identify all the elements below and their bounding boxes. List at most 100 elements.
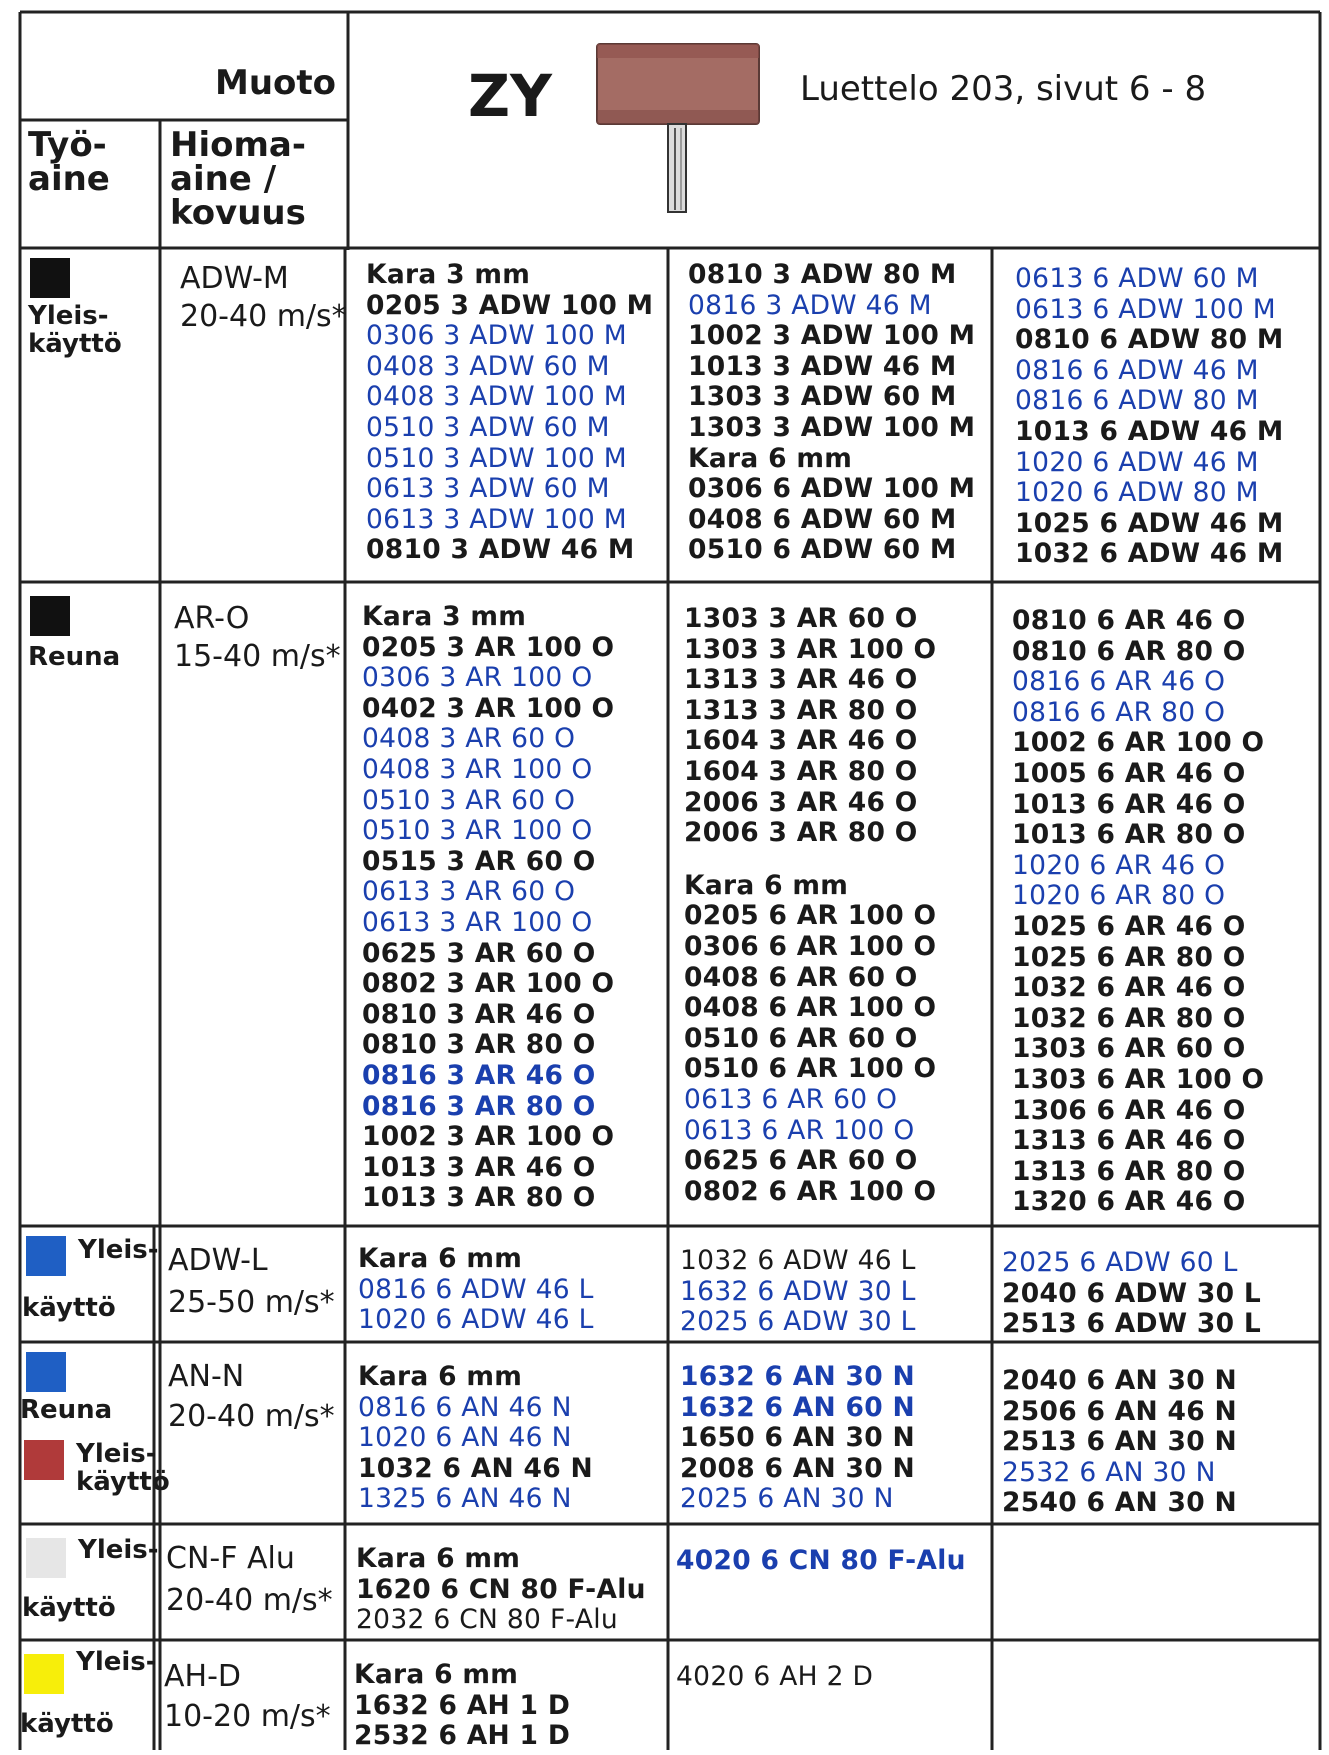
product-code: 0816 6 ADW 46 L (358, 1273, 594, 1305)
product-code: 1002 3 ADW 100 M (688, 320, 976, 352)
spindle-size-heading: Kara 3 mm (366, 259, 531, 290)
product-code: 0408 6 ADW 60 M (688, 503, 957, 535)
product-code: 1013 6 AR 80 O (1012, 819, 1246, 851)
row1-col1: Kara 3 mm 0205 3 ADW 100 M 0306 3 ADW 100 … (366, 259, 654, 566)
product-code: 1025 6 AR 80 O (1012, 941, 1246, 973)
product-code: 2540 6 AN 30 N (1002, 1487, 1238, 1519)
black-swatch (30, 596, 70, 636)
product-code: 1013 3 AR 46 O (362, 1151, 596, 1183)
product-code: 0816 3 ADW 46 M (688, 289, 932, 321)
product-code: 0816 6 ADW 46 M (1015, 354, 1259, 386)
product-code: 0408 3 ADW 100 M (366, 381, 627, 413)
product-code: 1013 3 AR 80 O (362, 1182, 596, 1214)
product-code: 0802 3 AR 100 O (362, 968, 615, 1000)
speed-row4: 20-40 m/s* (168, 1399, 335, 1434)
product-code: 1313 3 AR 46 O (684, 664, 918, 696)
product-code: 1303 6 AR 100 O (1012, 1063, 1265, 1095)
product-code: 1025 6 AR 46 O (1012, 910, 1246, 942)
product-code: 1303 3 AR 60 O (684, 603, 918, 634)
row5-col2: 4020 6 CN 80 F-Alu (676, 1545, 966, 1577)
workpiece-row1: Yleis- käyttö (28, 301, 122, 359)
product-code: 0810 3 ADW 46 M (366, 534, 635, 566)
product-code: 2006 3 AR 46 O (684, 786, 918, 818)
product-code: 1032 6 ADW 46 M (1015, 538, 1284, 570)
product-code: 0205 3 ADW 100 M (366, 289, 654, 321)
product-code: 0510 3 AR 100 O (362, 815, 593, 847)
workpiece-row5-bottom: käyttö (22, 1593, 116, 1623)
product-code: 0205 6 AR 100 O (684, 900, 937, 932)
abrasive-row6: AH-D (164, 1659, 242, 1694)
row6-col1: Kara 6 mm 1632 6 AH 1 D 2532 6 AH 1 D (354, 1659, 570, 1752)
speed-row6: 10-20 m/s* (164, 1699, 331, 1734)
speed-row5: 20-40 m/s* (166, 1583, 333, 1618)
product-code: 1020 6 AR 80 O (1012, 880, 1226, 912)
product-code: 1002 6 AR 100 O (1012, 727, 1265, 759)
product-code: 1320 6 AR 46 O (1012, 1186, 1246, 1218)
spindle-size-heading: Kara 3 mm (362, 601, 527, 632)
mounted-point-illustration (596, 43, 760, 213)
blue-swatch (26, 1352, 66, 1392)
product-code: 1032 6 AR 80 O (1012, 1002, 1246, 1034)
workpiece-row3-bottom: käyttö (22, 1293, 116, 1323)
row1-col3: 0613 6 ADW 60 M 0613 6 ADW 100 M 0810 6 AD… (1015, 263, 1284, 570)
product-code: 1313 6 AR 80 O (1012, 1155, 1246, 1187)
workpiece-row4-b: Yleis- käyttö (76, 1439, 170, 1497)
product-code: 1632 6 ADW 30 L (680, 1275, 916, 1307)
workpiece-row4-a: Reuna (20, 1395, 113, 1425)
product-code: 1013 6 ADW 46 M (1015, 415, 1284, 447)
abrasive-row4: AN-N (168, 1359, 245, 1394)
lightgray-swatch (26, 1538, 66, 1578)
product-code: 1325 6 AN 46 N (358, 1483, 572, 1515)
spindle-size-heading: Kara 6 mm (358, 1361, 523, 1392)
row4-col1: Kara 6 mm 0816 6 AN 46 N 1020 6 AN 46 N 103… (358, 1361, 594, 1515)
product-code: 0816 6 ADW 80 M (1015, 385, 1259, 417)
product-code: 0810 6 AR 80 O (1012, 635, 1246, 667)
speed-row2: 15-40 m/s* (174, 639, 341, 674)
red-swatch (24, 1440, 64, 1480)
product-code: 2513 6 ADW 30 L (1002, 1308, 1262, 1340)
product-code: 0510 6 ADW 60 M (688, 534, 957, 566)
product-code: 0408 3 AR 60 O (362, 723, 576, 755)
product-code: 0510 3 ADW 60 M (366, 411, 610, 443)
product-code: 0613 6 ADW 100 M (1015, 293, 1276, 325)
product-code: 0816 6 AN 46 N (358, 1391, 572, 1423)
product-code: 0510 3 ADW 100 M (366, 442, 627, 474)
spindle-size-heading: Kara 6 mm (688, 442, 853, 474)
abrasive-row2: AR-O (174, 601, 250, 636)
product-code: 1632 6 AN 60 N (680, 1391, 916, 1423)
row3-col3: 2025 6 ADW 60 L 2040 6 ADW 30 L 2513 6 ADW… (1002, 1247, 1262, 1340)
product-code: 2008 6 AN 30 N (680, 1452, 916, 1484)
product-code: 0613 3 AR 100 O (362, 906, 593, 938)
row5-col1: Kara 6 mm 1620 6 CN 80 F-Alu 2032 6 CN 80 … (356, 1543, 646, 1636)
workpiece-row3-top: Yleis- (78, 1235, 159, 1265)
abrasive-row3: ADW-L (168, 1243, 268, 1278)
product-code: 1650 6 AN 30 N (680, 1422, 916, 1454)
product-code: 0816 6 AR 46 O (1012, 666, 1226, 698)
product-code: 1620 6 CN 80 F-Alu (356, 1573, 646, 1605)
abrasive-row1: ADW-M (180, 261, 289, 296)
product-code: 0816 3 AR 80 O (362, 1090, 596, 1122)
row1-col2: 0810 3 ADW 80 M 0816 3 ADW 46 M 1002 3 ADW… (688, 259, 976, 566)
product-code: 1032 6 AN 46 N (358, 1452, 594, 1484)
product-code: 0515 3 AR 60 O (362, 845, 596, 877)
spindle-size-heading: Kara 6 mm (354, 1659, 519, 1690)
product-code: 0613 6 AR 60 O (684, 1083, 898, 1115)
product-code: 1303 3 AR 100 O (684, 633, 937, 665)
product-code: 2040 6 AN 30 N (1002, 1365, 1238, 1396)
row4-col2: 1632 6 AN 30 N 1632 6 AN 60 N 1650 6 AN 30… (680, 1361, 916, 1515)
abrasive-row5: CN-F Alu (166, 1541, 295, 1576)
row3-col1: Kara 6 mm 0816 6 ADW 46 L 1020 6 ADW 46 L (358, 1243, 594, 1336)
product-code: 0810 6 AR 46 O (1012, 605, 1246, 636)
speed-row3: 25-50 m/s* (168, 1285, 335, 1320)
abrasive-header: Hioma- aine / kovuus (170, 125, 306, 233)
product-code: 0613 3 ADW 100 M (366, 503, 627, 535)
row4-col3: 2040 6 AN 30 N 2506 6 AN 46 N 2513 6 AN 30… (1002, 1365, 1238, 1519)
shape-code: ZY (468, 62, 553, 130)
product-code: 2506 6 AN 46 N (1002, 1395, 1238, 1427)
product-code: 0205 3 AR 100 O (362, 631, 615, 663)
product-code: 1032 6 AR 46 O (1012, 972, 1246, 1004)
product-code: 0810 3 AR 80 O (362, 1029, 596, 1061)
product-code: 0613 6 AR 100 O (684, 1114, 915, 1146)
